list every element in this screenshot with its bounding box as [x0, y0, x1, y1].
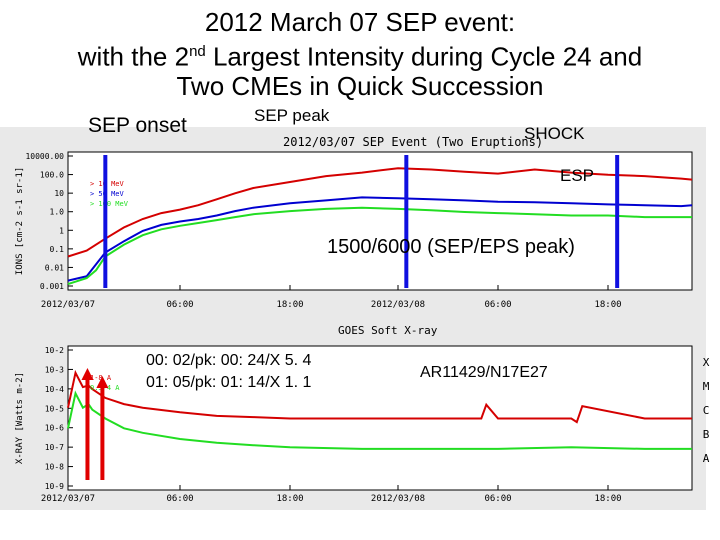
panel-1-xtick-label: 06:00	[166, 494, 193, 504]
panel-0-series-2-line	[67, 206, 692, 286]
active-region-label: AR11429/N17E27	[420, 364, 548, 381]
panel-0-frame	[67, 151, 693, 291]
panel-0-ytick-label: 100.0	[40, 171, 64, 180]
panel-1-ytick-label: 10-4	[45, 385, 64, 394]
title-line-2-pre: with the 2	[77, 41, 190, 72]
flare-arrowhead-0	[81, 368, 94, 380]
goes-class-label: X	[703, 356, 710, 369]
esp-label: ESP	[560, 166, 595, 185]
panel-1-xtick-label: 18:00	[276, 494, 303, 504]
panel-0-ytick-label: 1.0	[50, 208, 65, 217]
panel-0-xtick-label: 2012/03/07	[41, 300, 95, 310]
panel-0-legend-item: > 100 MeV	[90, 200, 129, 208]
flare-1-label: 00: 02/pk: 00: 24/X 5. 4	[146, 352, 312, 369]
panel-1-series-0-line	[67, 369, 692, 424]
panel-0-xtick-label: 06:00	[166, 300, 193, 310]
panel-0-xtick-label: 18:00	[594, 300, 621, 310]
panel-1-legend-item: 1-8 A	[90, 374, 112, 382]
flare-2-label: 01: 05/pk: 01: 14/X 1. 1	[146, 374, 312, 391]
panel-0-ylabel: IONS [cm-2 s-1 sr-1]	[15, 167, 25, 275]
ratio-label: 1500/6000 (SEP/EPS peak)	[327, 236, 575, 258]
panel-0-ytick-label: 10000.00	[25, 152, 64, 161]
panel-0-series-0-line	[67, 167, 693, 258]
panel-0-series-1-line	[67, 196, 693, 282]
panel-1-ylabel: X-RAY [Watts m-2]	[15, 372, 25, 464]
flare-info: 00: 02/pk: 00: 24/X 5. 4 01: 05/pk: 01: …	[146, 350, 311, 394]
panel-1-xtick-label: 18:00	[594, 494, 621, 504]
shock-label: SHOCK	[524, 124, 585, 143]
sep-onset-label: SEP onset	[88, 114, 187, 137]
panel-1-xtick-label: 06:00	[484, 494, 511, 504]
goes-class-label: A	[703, 452, 710, 465]
panel-1-ytick-label: 10-8	[45, 463, 64, 472]
goes-class-label: M	[703, 380, 710, 393]
slide-title: 2012 March 07 SEP event: with the 2nd La…	[0, 8, 720, 101]
panel-1-ytick-label: 10-5	[45, 404, 64, 413]
panel-0-xtick-label: 18:00	[276, 300, 303, 310]
panel-0-ytick-label: 1	[59, 226, 64, 235]
panel-1-ytick-label: 10-7	[45, 443, 64, 452]
panel-0-ytick-label: 0.01	[45, 263, 64, 272]
panel-1-ytick-label: 10-6	[45, 424, 64, 433]
title-line-1: 2012 March 07 SEP event:	[204, 7, 516, 37]
panel-1-xtick-label: 2012/03/08	[371, 494, 425, 504]
panel-0-ytick-label: 0.001	[40, 282, 64, 291]
goes-class-label: C	[703, 404, 710, 417]
flare-arrowhead-1	[96, 376, 109, 388]
sep-peak-label: SEP peak	[254, 106, 330, 125]
goes-class-label: B	[703, 428, 710, 441]
title-line-3: Two CMEs in Quick Succession	[176, 70, 544, 101]
panel-0-ytick-label: 10	[54, 189, 64, 198]
bottom-panel-title: GOES Soft X-ray	[338, 324, 438, 337]
title-line-2-post: Largest Intensity during Cycle 24 and	[205, 41, 643, 72]
title-line-2: with the 2nd Largest Intensity during Cy…	[0, 37, 720, 72]
top-panel-title: 2012/03/07 SEP Event (Two Eruptions)	[283, 135, 543, 149]
panel-1-ytick-label: 10-3	[45, 365, 64, 374]
panel-1-xtick-label: 2012/03/07	[41, 494, 95, 504]
panel-0-xtick-label: 2012/03/08	[371, 300, 425, 310]
panel-1-ytick-label: 10-9	[45, 482, 64, 491]
panel-0-xtick-label: 06:00	[484, 300, 511, 310]
panel-0-ytick-label: 0.1	[50, 245, 65, 254]
title-line-2-sup: nd	[189, 43, 206, 60]
panel-1-ytick-label: 10-2	[45, 346, 64, 355]
